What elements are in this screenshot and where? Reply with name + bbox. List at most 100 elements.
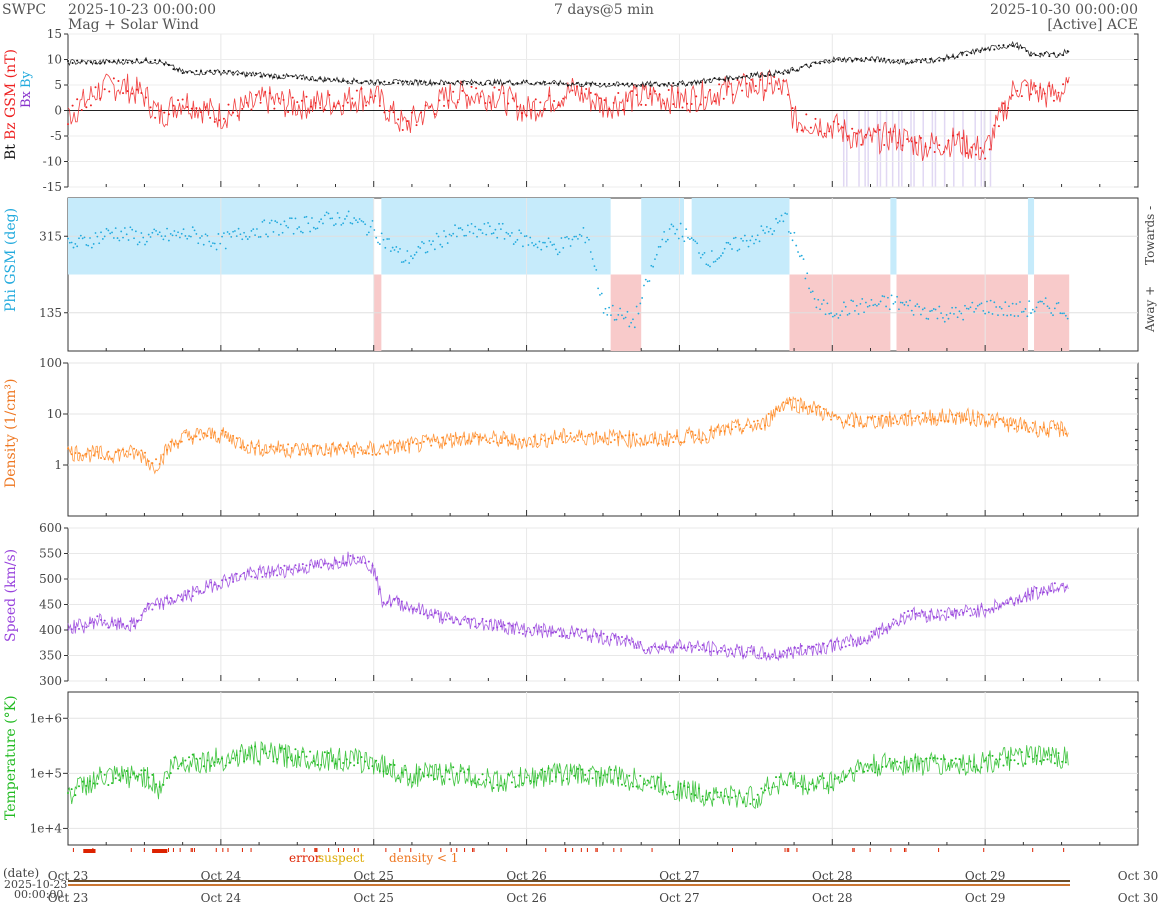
speed-point [720,647,723,650]
density-point [742,429,745,432]
temperature-point [815,785,818,788]
density-point [877,417,880,420]
phi-point [1037,301,1040,304]
bt-point [658,84,661,87]
phi-point [136,243,139,246]
phi-point [510,232,513,234]
bt-point [310,78,313,81]
phi-point [103,235,106,238]
phi-point [720,254,722,257]
density-point [301,448,304,451]
density-point [89,449,92,452]
bt-point [209,69,212,72]
bt-point [1002,44,1005,47]
bz-point [1020,95,1023,98]
bz-point [874,130,877,133]
temperature-point [411,781,414,784]
phi-point [107,229,110,232]
density-point [859,422,862,425]
phi-point [986,300,988,303]
speed-point [943,610,946,613]
bz-point [273,107,276,110]
bz-point [585,87,588,90]
density-point [980,413,983,416]
bt-point [158,59,161,62]
speed-ytick-label: 550 [39,547,62,561]
speed-point [169,596,172,599]
phi-point [459,227,462,229]
phi-point [202,243,205,246]
phi-point [756,234,759,237]
temperature-point [111,782,114,785]
bz-point [1030,93,1032,96]
phi-point [1020,311,1023,313]
density-point [855,416,858,419]
error-flag [72,848,74,852]
phi-point [608,306,611,309]
speed-point [775,656,778,659]
temperature-point [998,758,1001,761]
density-point [896,420,899,423]
temperature-point [386,773,389,776]
temperature-point [870,763,873,766]
phi-point [256,228,258,230]
bz-point [919,137,922,140]
temperature-point [1006,756,1009,759]
bt-point [227,70,230,73]
phi-point [879,300,882,303]
phi-point [243,231,245,234]
phi-point [903,303,906,306]
density-point [499,442,502,445]
phi-point [797,251,799,253]
phi-point [430,243,433,246]
bt-point [154,59,157,62]
speed-point [683,646,686,649]
speed-point [239,575,242,578]
bt-point [360,82,363,85]
bz-point [1052,99,1055,102]
phi-point [718,257,721,259]
phi-point [1024,308,1027,310]
phi-point [413,253,416,256]
x-tick-label-bottom: Oct 26 [506,891,546,905]
bz-point [878,128,881,131]
error-flag [337,848,339,852]
phi-point [212,242,214,244]
phi-point [239,233,242,236]
speed-point [136,619,139,622]
bz-point [360,87,363,90]
temperature-point [929,757,932,760]
speed-point [221,579,224,582]
temperature-point [221,757,224,760]
bz-point [122,92,125,95]
speed-point [378,588,381,591]
speed-point [1050,589,1053,592]
speed-point [540,626,543,629]
bt-point [745,74,748,77]
bz-point [76,98,79,101]
density-point [631,433,634,436]
phi-point [775,217,777,220]
density-point [199,438,202,441]
bt-point [823,61,826,64]
density-point [470,440,473,443]
phi-point [641,297,644,299]
phi-point [79,234,82,237]
speed-point [565,634,568,637]
phi-point [505,231,508,234]
phi-point [215,248,218,251]
phi-point [134,230,137,233]
phi-point [723,247,726,250]
bz-point [589,91,592,94]
phi-point [993,301,996,304]
bt-point [498,82,501,85]
phi-point [494,228,497,231]
temperature-point [646,779,649,782]
speed-point [969,614,972,617]
speed-point [613,634,616,637]
phi-point [369,225,372,228]
bz-point [140,92,143,95]
bt-point [589,82,592,85]
bt-point [365,80,368,83]
speed-point [213,583,216,586]
